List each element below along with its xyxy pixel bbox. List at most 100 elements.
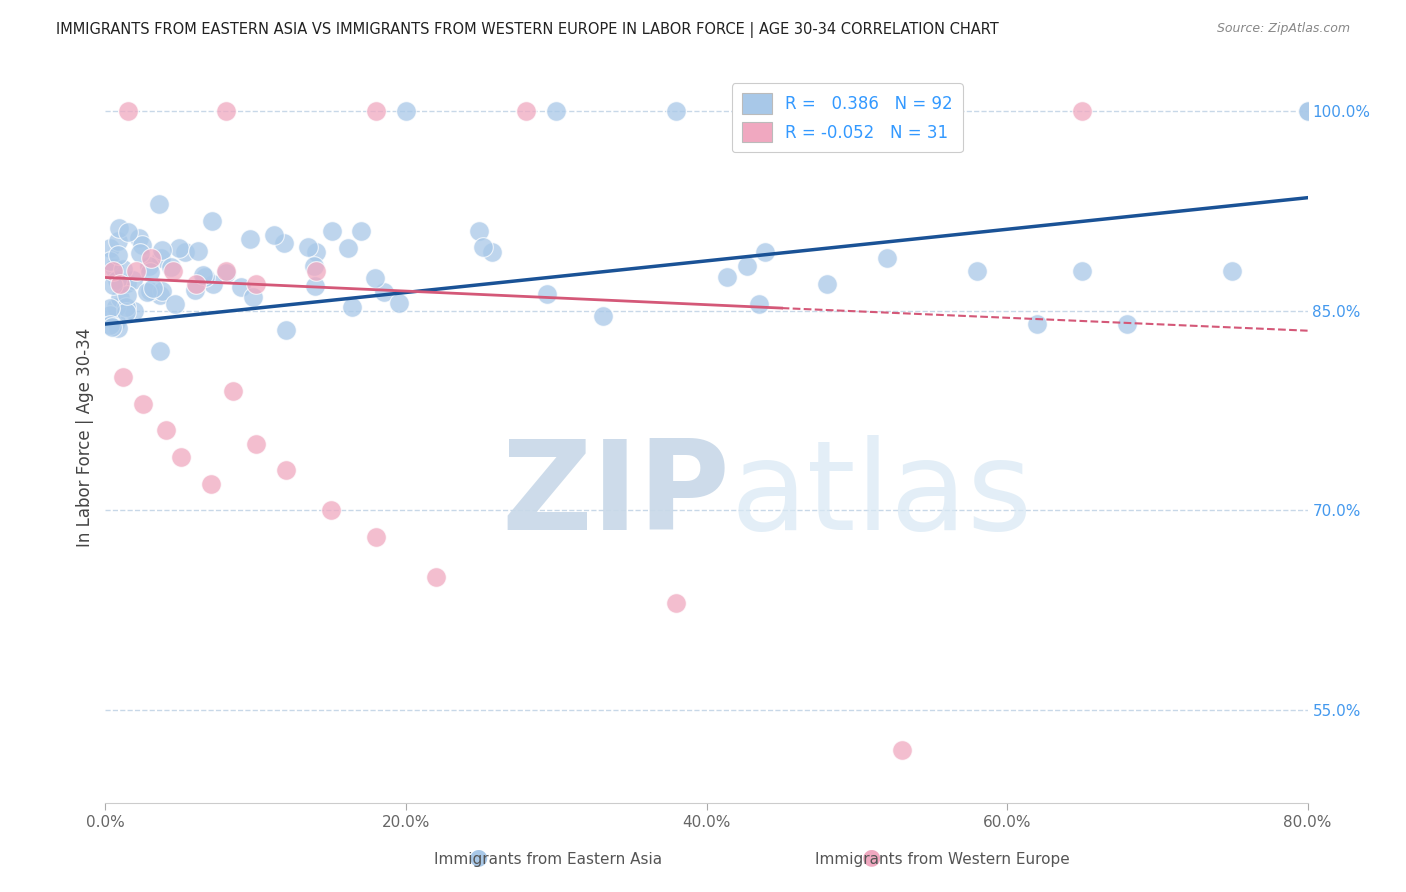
Point	[245, 277, 267, 292]
Point	[665, 596, 688, 610]
Point	[101, 264, 124, 278]
Point	[107, 320, 129, 334]
Point	[395, 104, 418, 119]
Point	[222, 384, 245, 398]
Point	[245, 436, 267, 450]
Point	[468, 224, 491, 238]
Point	[103, 260, 125, 275]
Point	[155, 424, 177, 438]
Point	[364, 530, 387, 544]
Text: Source: ZipAtlas.com: Source: ZipAtlas.com	[1216, 22, 1350, 36]
Point	[128, 231, 150, 245]
Point	[201, 277, 224, 292]
Point	[200, 213, 222, 227]
Point	[229, 280, 252, 294]
Point	[132, 397, 155, 411]
Point	[274, 463, 297, 477]
Point	[104, 300, 127, 314]
Point	[665, 104, 688, 119]
Point	[425, 570, 447, 584]
Point	[364, 270, 387, 285]
Point	[149, 288, 172, 302]
Point	[138, 259, 160, 273]
Point	[471, 240, 494, 254]
Point	[890, 742, 912, 756]
Point	[103, 277, 125, 292]
Text: ●: ●	[862, 847, 882, 867]
Point	[169, 241, 191, 255]
Point	[139, 251, 162, 265]
Point	[150, 284, 173, 298]
Point	[98, 253, 121, 268]
Point	[319, 503, 342, 517]
Point	[364, 104, 387, 119]
Point	[139, 284, 162, 298]
Point	[350, 224, 373, 238]
Text: Immigrants from Eastern Asia: Immigrants from Eastern Asia	[434, 852, 662, 867]
Point	[173, 244, 195, 259]
Point	[117, 277, 139, 291]
Point	[184, 283, 207, 297]
Text: ●: ●	[468, 847, 488, 867]
Point	[138, 265, 160, 279]
Point	[242, 290, 264, 304]
Point	[122, 273, 145, 287]
Point	[191, 268, 214, 282]
Point	[737, 259, 759, 273]
Point	[98, 308, 121, 322]
Point	[276, 323, 298, 337]
Point	[117, 104, 139, 119]
Point	[321, 225, 343, 239]
Point	[1296, 104, 1319, 119]
Point	[184, 277, 207, 292]
Legend: R =   0.386   N = 92, R = -0.052   N = 31: R = 0.386 N = 92, R = -0.052 N = 31	[731, 83, 963, 153]
Point	[297, 240, 319, 254]
Point	[149, 251, 172, 265]
Point	[159, 260, 181, 274]
Point	[169, 450, 191, 464]
Point	[263, 228, 285, 243]
Point	[129, 245, 152, 260]
Point	[112, 370, 135, 384]
Point	[107, 234, 129, 248]
Point	[100, 320, 122, 334]
Point	[515, 104, 537, 119]
Text: atlas: atlas	[731, 435, 1032, 556]
Point	[1116, 317, 1139, 331]
Point	[162, 264, 184, 278]
Point	[200, 476, 222, 491]
Point	[117, 225, 139, 239]
Point	[150, 243, 173, 257]
Point	[135, 285, 157, 299]
Point	[98, 301, 121, 315]
Point	[187, 244, 209, 258]
Point	[716, 270, 738, 285]
Point	[149, 343, 172, 358]
Point	[104, 315, 127, 329]
Point	[214, 264, 236, 278]
Text: Immigrants from Western Europe: Immigrants from Western Europe	[814, 852, 1070, 867]
Point	[1296, 104, 1319, 119]
Y-axis label: In Labor Force | Age 30-34: In Labor Force | Age 30-34	[76, 327, 94, 547]
Point	[1071, 104, 1094, 119]
Point	[876, 251, 898, 265]
Text: ZIP: ZIP	[502, 435, 731, 556]
Point	[845, 104, 868, 119]
Point	[117, 288, 139, 302]
Point	[108, 220, 131, 235]
Point	[592, 309, 614, 323]
Point	[302, 259, 325, 273]
Point	[105, 272, 128, 286]
Point	[98, 241, 121, 255]
Point	[337, 242, 360, 256]
Point	[373, 285, 395, 299]
Point	[305, 264, 328, 278]
Point	[966, 264, 988, 278]
Point	[388, 296, 411, 310]
Point	[163, 297, 186, 311]
Point	[131, 238, 153, 252]
Point	[148, 197, 170, 211]
Text: IMMIGRANTS FROM EASTERN ASIA VS IMMIGRANTS FROM WESTERN EUROPE IN LABOR FORCE | : IMMIGRANTS FROM EASTERN ASIA VS IMMIGRAN…	[56, 22, 1000, 38]
Point	[115, 301, 138, 315]
Point	[239, 232, 262, 246]
